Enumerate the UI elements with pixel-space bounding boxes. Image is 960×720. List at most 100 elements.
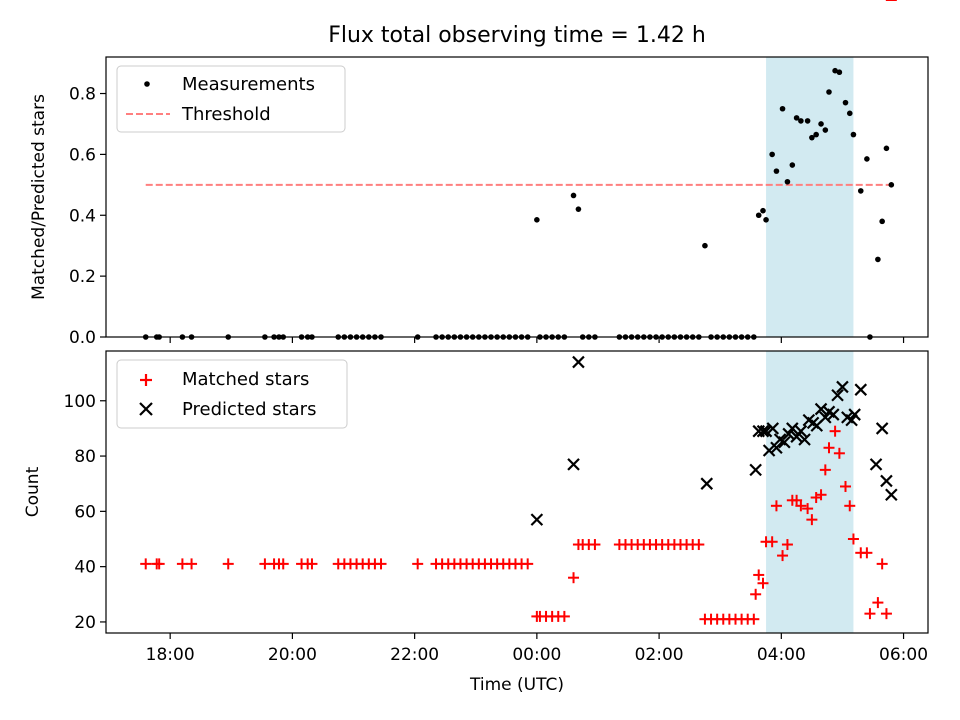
predicted-star-point [770, 441, 783, 455]
measurement-point [784, 178, 791, 185]
bottom-legend: Matched stars Predicted stars [116, 359, 348, 429]
top-legend: Measurements Threshold [116, 65, 346, 133]
matched-star-point [750, 588, 762, 600]
matched-star-point [153, 558, 165, 570]
legend-measurements-label: Measurements [182, 74, 315, 95]
measurement-point [798, 118, 804, 124]
measurement-point [879, 218, 885, 225]
matched-star-point [522, 558, 534, 570]
bottom-x-ticks: 18:00 20:00 22:00 00:00 02:00 04:00 06:00 [146, 633, 928, 665]
y-tick-label: 100 [64, 392, 96, 412]
matched-star-point [412, 558, 424, 570]
measurement-point [818, 121, 824, 127]
predicted-star-point [572, 355, 585, 369]
y-tick-label: 0.6 [69, 145, 96, 165]
top-axes-frame [105, 56, 929, 338]
matched-star-point [876, 558, 888, 570]
predicted-star-point [885, 488, 898, 502]
predicted-star-point [749, 463, 762, 477]
matched-star-point [802, 503, 814, 515]
x-tick-label: 04:00 [757, 645, 806, 665]
measurement-point [779, 105, 786, 112]
matched-star-point [186, 558, 198, 570]
predicted-star-point [819, 411, 832, 424]
measurement-point [760, 207, 766, 214]
matched-star-point [753, 569, 765, 581]
bottom-y-axis-label: Count [23, 466, 43, 517]
matched-star-point [795, 500, 807, 512]
matched-star-point [693, 539, 705, 551]
matched-star-point [839, 480, 851, 492]
legend-threshold-label: Threshold [181, 104, 271, 125]
matched-star-point [819, 464, 831, 476]
matched-star-point [833, 447, 845, 459]
matched-star-point [259, 558, 271, 570]
measurement-point [755, 212, 762, 219]
measurement-point [883, 145, 890, 152]
measurement-point [875, 256, 881, 263]
predicted-star-point [869, 458, 883, 471]
predicted-star-point [786, 422, 799, 435]
matched-star-point [375, 558, 387, 570]
measurement-point [702, 242, 708, 249]
measurement-point [842, 99, 849, 106]
matched-star-point [847, 533, 859, 545]
y-tick-label: 40 [74, 558, 96, 578]
top-x-ticks [169, 337, 905, 343]
measurement-point [850, 131, 857, 138]
matched-star-point [770, 500, 782, 512]
predicted-star-point [798, 433, 811, 446]
legend-matched-label: Matched stars [182, 369, 309, 390]
legend-measurement-marker [144, 81, 150, 87]
measurement-point [769, 151, 775, 158]
predicted-star-point [848, 408, 861, 421]
matched-star-point [757, 577, 769, 589]
measurement-point [793, 115, 800, 121]
y-tick-label: 0.2 [69, 267, 96, 287]
matched-star-point [880, 608, 892, 620]
matched-star-point [781, 539, 793, 551]
matched-star-point [864, 608, 876, 620]
predicted-star-point [759, 424, 773, 438]
predicted-star-point [875, 422, 889, 435]
measurement-point [575, 206, 582, 212]
matched-star-point [815, 489, 827, 501]
measurement-point [826, 89, 832, 95]
top-y-ticks: 0.0 0.2 0.4 0.6 0.8 [69, 85, 106, 348]
predicted-star-point [782, 427, 795, 441]
x-tick-label: 06:00 [879, 645, 928, 665]
predicted-star-point [778, 435, 791, 449]
predicted-star-point [826, 408, 840, 421]
matched-star-point [861, 547, 873, 559]
predicted-star-point [854, 383, 868, 396]
matched-star-point [829, 425, 841, 437]
matched-star-point [766, 536, 778, 548]
matched-star-point [568, 572, 580, 584]
matched-star-point [558, 610, 570, 622]
matched-star-point [791, 494, 803, 506]
measurement-point [763, 217, 769, 223]
highlight-span [766, 57, 854, 337]
top-observing-span [766, 57, 854, 337]
measurement-point [534, 217, 540, 223]
x-tick-label: 20:00 [268, 645, 317, 665]
bottom-axes-frame [105, 350, 929, 634]
matched-star-point [589, 539, 601, 551]
predicted-star-point [836, 380, 849, 394]
measurement-point [809, 134, 815, 141]
predicted-star-point [794, 424, 808, 438]
measurement-point [857, 188, 864, 194]
matched-star-points [140, 0, 897, 625]
x-tick-label: 22:00 [390, 645, 439, 665]
matched-star-point [222, 558, 234, 570]
measurement-point [888, 182, 895, 188]
predicted-star-point [831, 388, 844, 402]
matched-star-point [748, 613, 760, 625]
predicted-star-point [880, 474, 893, 488]
legend-predicted-label: Predicted stars [182, 399, 316, 420]
x-tick-label: 02:00 [635, 645, 684, 665]
predicted-star-point [762, 444, 776, 457]
predicted-star-point [530, 513, 544, 526]
measurement-point [570, 192, 577, 199]
measurement-point [804, 118, 811, 124]
